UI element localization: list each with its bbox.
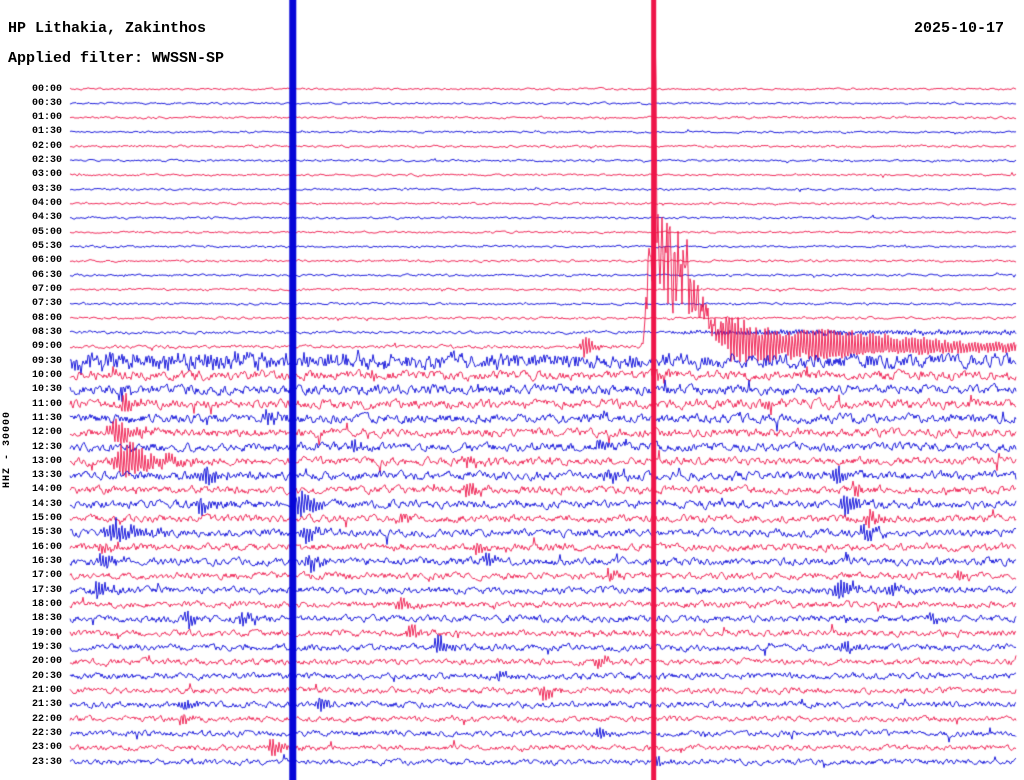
time-label: 10:30	[31, 384, 62, 396]
time-label: 13:00	[31, 455, 62, 467]
station-title: HP Lithakia, Zakinthos	[8, 20, 207, 37]
time-label: 05:30	[31, 241, 62, 253]
time-label: 01:30	[31, 126, 62, 138]
time-label: 15:00	[31, 513, 62, 525]
time-label: 03:30	[31, 183, 62, 195]
time-label: 08:30	[31, 326, 62, 338]
filter-label: Applied filter: WWSSN-SP	[8, 50, 225, 67]
time-label: 08:00	[31, 312, 62, 324]
time-label: 20:30	[31, 670, 62, 682]
time-label: 13:30	[31, 470, 62, 482]
time-label: 19:00	[31, 627, 62, 639]
time-label: 06:00	[31, 255, 62, 267]
time-label: 18:00	[31, 599, 62, 611]
time-label: 07:30	[31, 298, 62, 310]
time-label: 01:00	[31, 112, 62, 124]
time-label: 07:00	[31, 283, 62, 295]
time-label: 04:30	[31, 212, 62, 224]
time-label: 18:30	[31, 613, 62, 625]
time-label: 12:30	[31, 441, 62, 453]
time-label: 12:00	[31, 427, 62, 439]
time-label: 23:30	[31, 756, 62, 768]
time-label: 14:30	[31, 498, 62, 510]
time-label: 20:00	[31, 656, 62, 668]
time-label: 00:00	[31, 83, 62, 95]
time-label: 15:30	[31, 527, 62, 539]
time-label: 11:00	[31, 398, 62, 410]
time-label: 22:30	[31, 727, 62, 739]
time-label: 05:00	[31, 226, 62, 238]
time-label: 02:30	[31, 155, 62, 167]
date-label: 2025-10-17	[913, 20, 1004, 37]
time-label: 00:30	[31, 97, 62, 109]
time-label: 23:00	[31, 742, 62, 754]
time-label: 19:30	[31, 641, 62, 653]
time-label: 02:00	[31, 140, 62, 152]
time-label: 03:00	[31, 169, 62, 181]
time-label: 09:30	[31, 355, 62, 367]
time-label: 14:00	[31, 484, 62, 496]
time-label: 17:00	[31, 570, 62, 582]
time-label: 06:30	[31, 269, 62, 281]
time-label: 22:00	[31, 713, 62, 725]
time-label: 10:00	[31, 369, 62, 381]
time-label: 16:30	[31, 556, 62, 568]
time-label: 21:00	[31, 684, 62, 696]
time-label: 11:30	[31, 412, 62, 424]
time-label: 16:00	[31, 541, 62, 553]
time-label: 21:30	[31, 699, 62, 711]
time-label: 04:00	[31, 198, 62, 210]
time-label: 09:00	[31, 341, 62, 353]
y-axis-label: HHZ - 30000	[2, 410, 13, 488]
time-label: 17:30	[31, 584, 62, 596]
